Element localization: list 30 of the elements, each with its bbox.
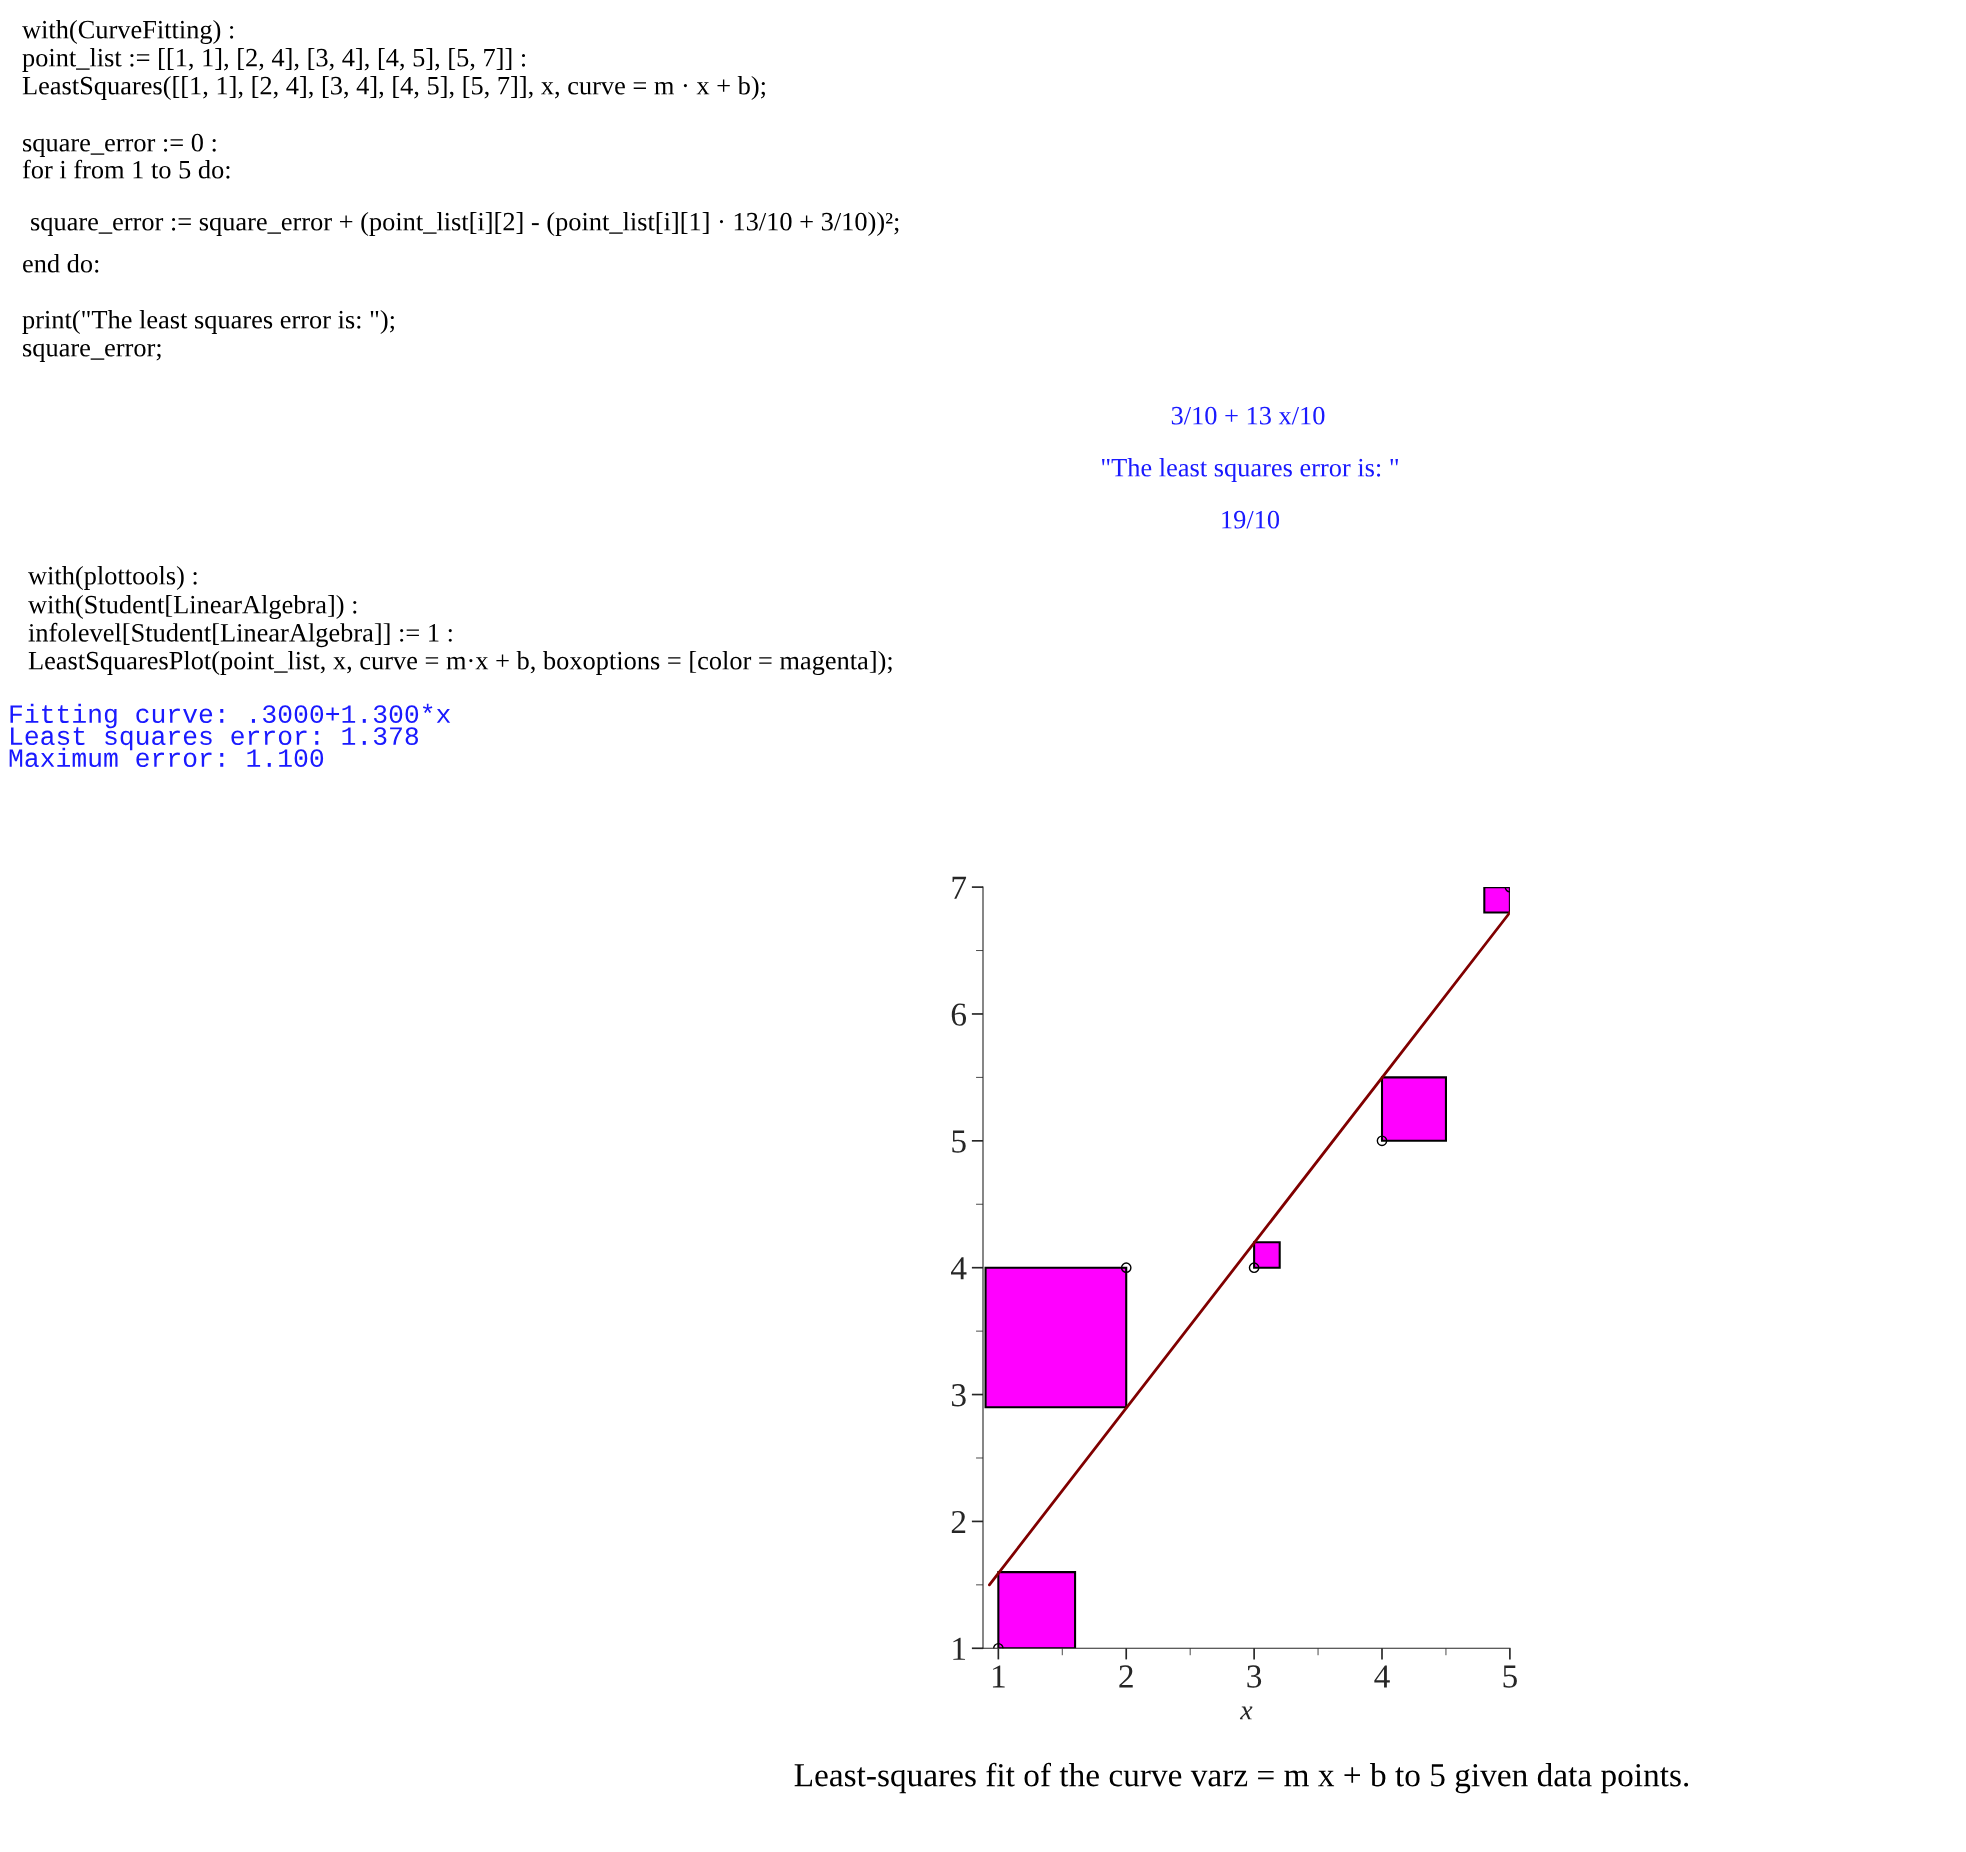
text: LeastSquares([[1, 1], [2, 4], [3, 4], [4, 5], [5, 7]], x, curve = m · x + b); — [22, 76, 765, 100]
x-tick-label: 2 — [1119, 1665, 1133, 1688]
text: 3/10 + 13 x/10 — [1171, 406, 1325, 425]
text: end do: — [23, 254, 99, 273]
x-tick-label: 3 — [1247, 1665, 1262, 1688]
text: with(plottools) : — [28, 566, 197, 590]
x-axis-title: x — [1239, 1706, 1253, 1720]
y-tick-label: 6 — [951, 1003, 967, 1026]
text: with(CurveFitting) : — [22, 20, 234, 44]
y-tick-label: 1 — [953, 1637, 966, 1660]
text: 19/10 — [1222, 510, 1280, 529]
x-tick-label: 5 — [1503, 1665, 1517, 1688]
x-tick-label: 1 — [992, 1665, 1005, 1688]
x-tick-label: 4 — [1374, 1665, 1390, 1688]
text: "The least squares error is: " — [1102, 458, 1398, 482]
y-tick-label: 2 — [951, 1510, 966, 1533]
text: print("The least squares error is: "); — [22, 310, 394, 334]
y-tick-label: 7 — [952, 876, 967, 899]
text: for i from 1 to 5 do: — [22, 159, 230, 179]
text: LeastSquaresPlot(point_list, x, curve = m·x + b, boxoptions = [color = magenta]); — [28, 651, 892, 675]
text: with(Student[LinearAlgebra]) : — [28, 595, 357, 619]
y-tick-label: 4 — [951, 1257, 967, 1280]
text: square_error := 0 : — [23, 133, 216, 157]
text: square_error := square_error + (point_list[i][2] - (point_list[i][1] · 13/10 + 3/10))²; — [31, 212, 899, 236]
text: Least-squares fit of the curve varz = m x + b to 5 given data points. — [794, 1762, 1689, 1794]
text: point_list := [[1, 1], [2, 4], [3, 4], [4, 5], [5, 7]] : — [22, 48, 526, 72]
text: infolevel[Student[LinearAlgebra]] := 1 : — [28, 622, 452, 648]
y-tick-label: 5 — [952, 1130, 966, 1153]
y-tick-label: 3 — [951, 1384, 966, 1407]
text: square_error; — [23, 343, 161, 362]
